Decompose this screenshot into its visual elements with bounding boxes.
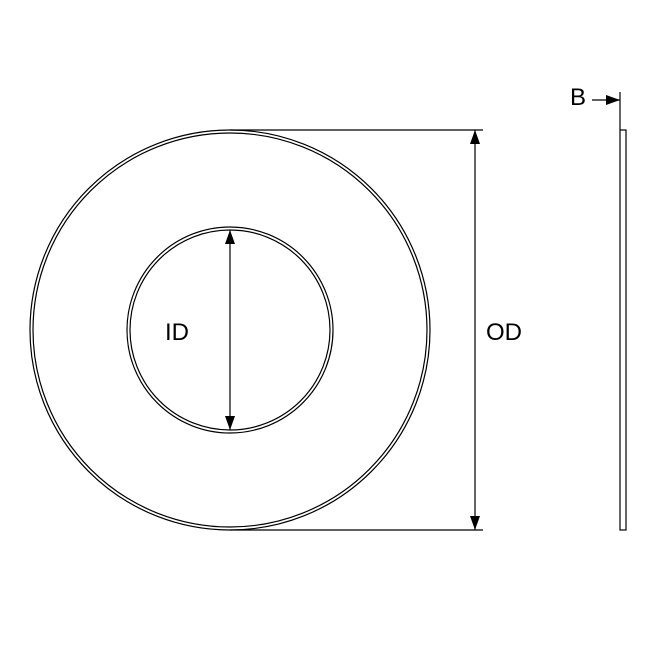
od-label: OD [486,319,522,346]
od-arrow-top [470,130,480,144]
od-arrow-bottom [470,516,480,530]
b-label: B [570,84,586,111]
id-arrow-top [225,230,235,244]
id-label: ID [165,319,189,346]
id-arrow-bottom [225,416,235,430]
washer-side-view [620,130,626,530]
b-arrow [606,95,620,105]
